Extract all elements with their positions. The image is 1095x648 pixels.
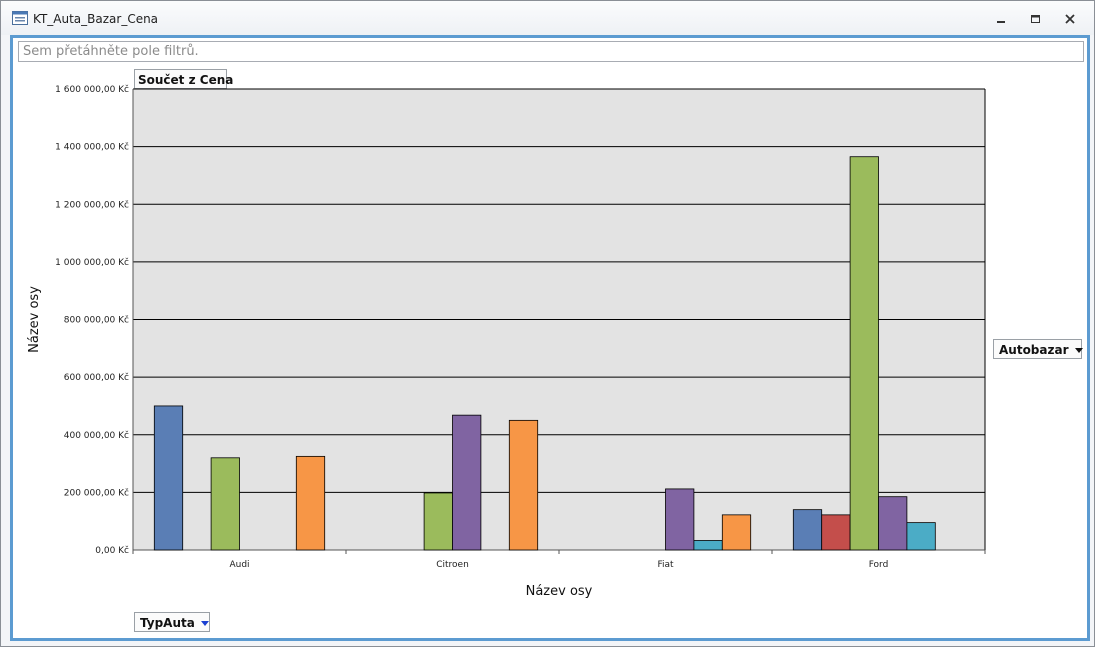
x-tick-label: Citroen bbox=[436, 560, 469, 570]
y-tick-label: 600 000,00 Kč bbox=[64, 372, 129, 383]
y-tick-label: 1 200 000,00 Kč bbox=[55, 199, 129, 210]
x-tick-label: Audi bbox=[229, 560, 249, 570]
y-tick-label: 1 000 000,00 Kč bbox=[55, 257, 129, 268]
series-field-button[interactable]: Autobazar bbox=[993, 339, 1083, 359]
bar bbox=[878, 496, 908, 551]
filter-drop-zone[interactable]: Sem přetáhněte pole filtrů. bbox=[18, 41, 1084, 62]
y-axis-title: Název osy bbox=[27, 286, 42, 353]
title-bar[interactable]: KT_Auta_Bazar_Cena bbox=[1, 1, 1094, 35]
series-field-label: Autobazar bbox=[999, 343, 1069, 357]
bar bbox=[423, 492, 453, 551]
category-field-button[interactable]: TypAuta bbox=[134, 612, 210, 632]
bar bbox=[665, 488, 695, 551]
bar bbox=[821, 514, 851, 551]
bar bbox=[295, 455, 326, 551]
bar bbox=[210, 457, 240, 551]
y-tick-label: 0,00 Kč bbox=[95, 545, 129, 556]
bar bbox=[153, 405, 184, 551]
x-tick-label: Ford bbox=[869, 560, 889, 570]
y-tick-label: 800 000,00 Kč bbox=[64, 315, 129, 326]
form-icon bbox=[12, 11, 28, 25]
close-icon[interactable] bbox=[1059, 10, 1081, 28]
bar bbox=[906, 522, 936, 551]
bar bbox=[452, 414, 482, 551]
bar bbox=[508, 419, 539, 551]
chevron-down-icon[interactable] bbox=[200, 621, 209, 626]
y-tick-label: 200 000,00 Kč bbox=[64, 487, 129, 498]
window-title: KT_Auta_Bazar_Cena bbox=[33, 12, 159, 26]
bar bbox=[792, 509, 823, 551]
y-tick-label: 1 600 000,00 Kč bbox=[55, 84, 129, 95]
x-tick-label: Fiat bbox=[657, 560, 674, 570]
bar bbox=[849, 156, 879, 551]
x-axis-title: Název osy bbox=[526, 584, 593, 599]
bar bbox=[693, 540, 723, 551]
y-tick-label: 1 400 000,00 Kč bbox=[55, 142, 129, 153]
bar bbox=[721, 514, 752, 551]
data-field-label: Součet z Cena bbox=[138, 73, 234, 87]
chevron-down-icon[interactable] bbox=[1074, 348, 1083, 353]
restore-icon[interactable] bbox=[1024, 10, 1046, 28]
category-field-label: TypAuta bbox=[140, 616, 195, 630]
minimize-icon[interactable] bbox=[990, 10, 1012, 28]
y-tick-label: 400 000,00 Kč bbox=[64, 430, 129, 441]
